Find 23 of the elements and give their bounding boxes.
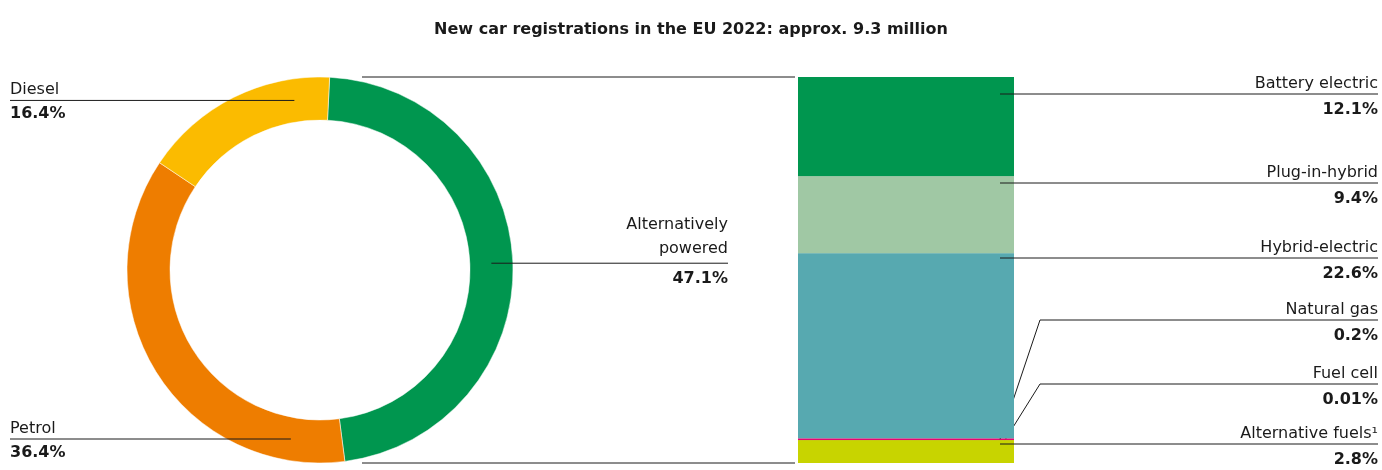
data-label: 16.4% (10, 103, 66, 123)
data-label: 0.2% (1333, 325, 1378, 344)
text: Plug-in-hybrid (1266, 162, 1378, 181)
data-label: 9.4% (1333, 188, 1378, 207)
data-label: 12.1% (1322, 99, 1378, 118)
slice-label: Diesel (10, 79, 60, 99)
bar (798, 440, 1014, 463)
text: Hybrid-electric (1260, 237, 1378, 256)
bar (798, 77, 1014, 177)
data-label: 36.4% (10, 442, 66, 462)
text: Battery electric (1254, 73, 1378, 92)
data-label: 22.6% (1322, 263, 1378, 282)
bar (798, 253, 1014, 439)
data-label: 47.1% (672, 268, 728, 288)
slice-label: Alternatively powered (626, 214, 728, 258)
text: Fuel cell (1312, 363, 1378, 382)
data-label: 0.01% (1322, 389, 1378, 408)
text: Alternative fuels¹ (1240, 423, 1378, 442)
chart-title: New car registrations in the EU 2022: approx. 9.3 million (434, 19, 948, 38)
data-label: 2.8% (1333, 449, 1378, 468)
text: Natural gas (1285, 299, 1378, 318)
bar (798, 176, 1014, 254)
slice-label: Petrol (10, 418, 56, 438)
